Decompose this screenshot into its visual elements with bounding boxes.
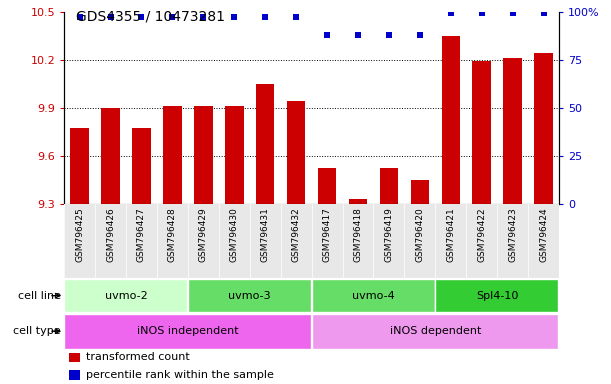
Text: iNOS independent: iNOS independent — [137, 326, 239, 336]
Bar — [411, 180, 429, 204]
Bar — [64, 314, 311, 349]
Text: GSM796430: GSM796430 — [230, 207, 239, 262]
Text: GSM796417: GSM796417 — [323, 207, 332, 262]
Bar — [535, 53, 553, 204]
Text: Spl4-10: Spl4-10 — [476, 291, 518, 301]
Point — [75, 14, 84, 20]
Text: GSM796420: GSM796420 — [415, 207, 425, 262]
Point — [199, 14, 208, 20]
Point — [322, 31, 332, 38]
Text: GSM796421: GSM796421 — [446, 207, 455, 262]
Bar — [64, 279, 187, 312]
Bar — [194, 106, 213, 204]
Bar — [312, 279, 434, 312]
Point — [353, 31, 363, 38]
Text: GSM796427: GSM796427 — [137, 207, 146, 262]
Text: GSM796423: GSM796423 — [508, 207, 517, 262]
Bar — [312, 314, 558, 349]
Bar — [188, 279, 311, 312]
Bar — [442, 36, 460, 204]
Point — [446, 10, 456, 17]
Point — [167, 14, 177, 20]
Text: GSM796426: GSM796426 — [106, 207, 115, 262]
Bar — [163, 106, 181, 204]
Point — [508, 10, 518, 17]
Text: uvmo-4: uvmo-4 — [352, 291, 395, 301]
Bar — [69, 353, 80, 362]
Bar — [472, 61, 491, 204]
Text: uvmo-3: uvmo-3 — [229, 291, 271, 301]
Text: GSM796432: GSM796432 — [291, 207, 301, 262]
Text: GDS4355 / 10473281: GDS4355 / 10473281 — [76, 10, 225, 23]
Bar — [318, 168, 336, 204]
Point — [415, 31, 425, 38]
Text: GSM796429: GSM796429 — [199, 207, 208, 262]
Bar — [70, 128, 89, 204]
Text: GSM796424: GSM796424 — [539, 207, 548, 262]
Bar — [436, 279, 558, 312]
Bar — [503, 58, 522, 204]
Bar — [256, 83, 274, 204]
Bar — [349, 199, 367, 204]
Text: GSM796418: GSM796418 — [354, 207, 362, 262]
Text: iNOS dependent: iNOS dependent — [390, 326, 481, 336]
Point — [384, 31, 394, 38]
Bar — [287, 101, 306, 204]
Point — [291, 14, 301, 20]
Text: transformed count: transformed count — [86, 353, 190, 362]
Bar — [69, 370, 80, 379]
Point — [106, 14, 115, 20]
Text: cell line: cell line — [18, 291, 61, 301]
Text: GSM796428: GSM796428 — [168, 207, 177, 262]
Text: uvmo-2: uvmo-2 — [104, 291, 147, 301]
Point — [260, 14, 270, 20]
Text: GSM796419: GSM796419 — [384, 207, 393, 262]
Text: cell type: cell type — [13, 326, 61, 336]
Bar — [225, 106, 244, 204]
Text: percentile rank within the sample: percentile rank within the sample — [86, 370, 274, 380]
Text: GSM796425: GSM796425 — [75, 207, 84, 262]
Point — [539, 10, 549, 17]
Point — [137, 14, 147, 20]
Point — [229, 14, 239, 20]
Bar — [101, 108, 120, 204]
Point — [477, 10, 486, 17]
Text: GSM796431: GSM796431 — [261, 207, 269, 262]
Text: GSM796422: GSM796422 — [477, 207, 486, 262]
Bar — [379, 168, 398, 204]
Bar — [132, 128, 151, 204]
